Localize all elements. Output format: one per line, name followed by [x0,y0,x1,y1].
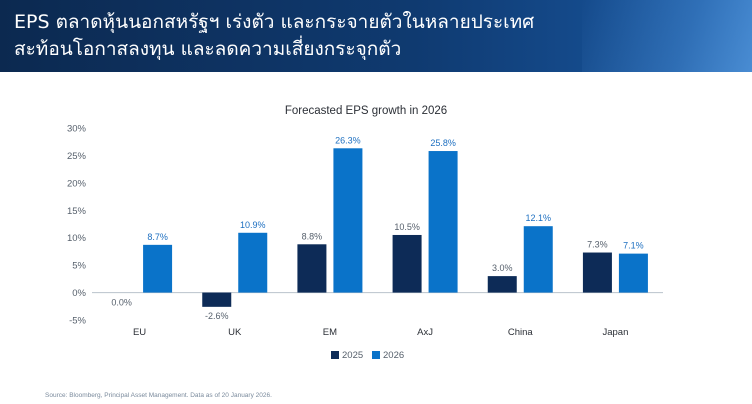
y-tick-label: 30% [67,124,87,135]
y-tick-label: 10% [67,233,87,244]
data-label-2026-eu: 8.7% [147,232,168,242]
x-category-label: EM [323,327,337,338]
headline-line-1: EPS ตลาดหุ้นนอกสหรัฐฯ เร่งตัว และกระจายต… [14,11,535,33]
legend-label-2026: 2026 [383,350,404,361]
chart-title: Forecasted EPS growth in 2026 [285,105,447,117]
headline-line-2: สะท้อนโอกาสลงทุน และลดความเสี่ยงกระจุกตั… [14,38,402,60]
header-decoration [582,0,752,72]
data-label-2025-eu: 0.0% [111,298,132,308]
bar-2026-axj [428,151,458,293]
bar-2026-japan [618,253,648,293]
y-tick-label: 15% [67,206,87,217]
legend-label-2025: 2025 [342,350,363,361]
bar-2025-uk [202,292,232,307]
data-label-2026-em: 26.3% [335,135,361,145]
legend-swatch-2025 [331,351,339,359]
data-label-2025-china: 3.0% [492,263,513,273]
data-label-2025-axj: 10.5% [394,222,420,232]
bar-2026-em [333,148,363,293]
y-tick-label: 25% [67,151,87,162]
bar-2025-china [487,276,517,293]
bar-2025-axj [392,234,422,293]
bar-2026-eu [143,244,173,293]
y-tick-label: -5% [69,316,86,327]
header-banner: EPS ตลาดหุ้นนอกสหรัฐฯ เร่งตัว และกระจายต… [0,0,752,72]
x-category-label: UK [228,327,242,338]
y-tick-label: 5% [72,261,86,272]
data-label-2026-uk: 10.9% [240,220,266,230]
x-category-label: Japan [602,327,628,338]
data-label-2026-china: 12.1% [525,213,551,223]
eps-growth-chart: Forecasted EPS growth in 2026 -5% 0% 5% 10%… [67,105,663,361]
source-note: Source: Bloomberg, Principal Asset Manag… [45,392,272,399]
x-category-label: EU [133,327,146,338]
data-label-2026-japan: 7.1% [623,241,644,251]
legend-swatch-2026 [372,351,380,359]
x-category-label: China [508,327,534,338]
data-label-2026-axj: 25.8% [430,138,456,148]
y-tick-label: 20% [67,178,87,189]
data-label-2025-em: 8.8% [302,231,323,241]
bar-2026-uk [238,232,268,293]
data-label-2025-uk: -2.6% [205,311,229,321]
x-category-label: AxJ [417,327,433,338]
data-label-2025-japan: 7.3% [587,240,608,250]
bar-2025-em [297,244,327,293]
bar-2026-china [523,226,553,293]
y-tick-label: 0% [72,288,86,299]
bar-2025-japan [582,252,612,293]
